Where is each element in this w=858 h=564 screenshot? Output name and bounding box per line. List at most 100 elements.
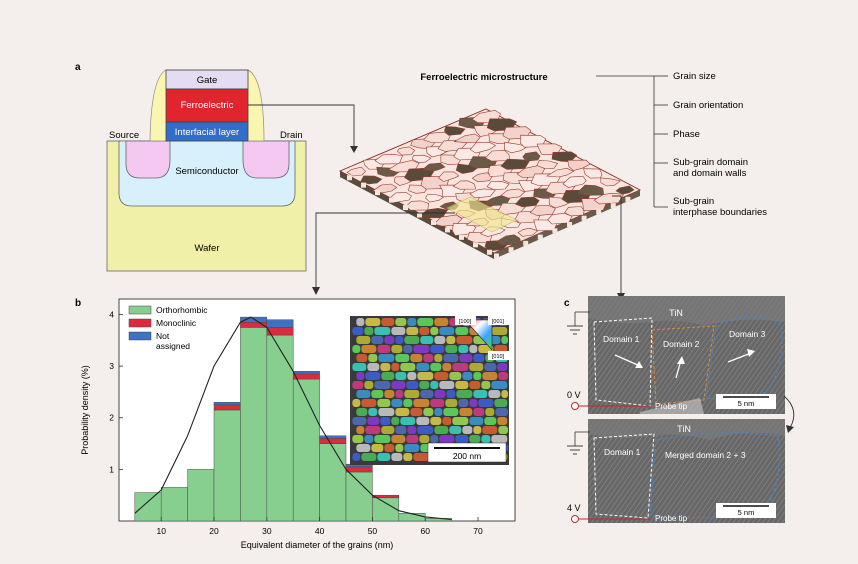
ebsd-grain (430, 399, 445, 407)
polarization-arrow-3 (727, 352, 752, 363)
ebsd-grain (413, 345, 430, 353)
y-tick-label: 3 (109, 361, 114, 371)
ebsd-grain (488, 390, 501, 398)
ebsd-grain (469, 381, 481, 389)
ebsd-grain (371, 444, 384, 452)
ebsd-grain (367, 363, 380, 371)
microstructure-slab (338, 108, 642, 259)
edge-grain (567, 222, 572, 227)
ebsd-grain (458, 345, 469, 353)
ebsd-grain (391, 381, 406, 389)
grain-network (346, 109, 635, 259)
edge-grain (347, 175, 352, 181)
edge-grain (417, 212, 422, 218)
legend-swatch (128, 318, 152, 328)
bar-monoclinic (213, 404, 241, 411)
arrow-head (677, 356, 685, 364)
y-axis-label: Probability density (%) (80, 365, 90, 455)
grain (425, 194, 445, 203)
edge-grain (403, 205, 408, 211)
merged-domain-boundary (649, 432, 780, 519)
bottom-scalebar-label: 5 nm (738, 508, 755, 517)
ebsd-grain (413, 399, 430, 407)
axis-label-010: [010] (492, 354, 505, 360)
bar-orthorhombic (319, 443, 347, 522)
edge-grain (361, 182, 366, 188)
ebsd-grain (469, 345, 478, 353)
ebsd-grain (446, 390, 456, 398)
ebsd-grain (407, 372, 417, 380)
ebsd-grain (439, 327, 455, 335)
edge-grain (473, 242, 478, 248)
ferroelectric-layer (165, 88, 249, 123)
grain (421, 162, 446, 172)
ebsd-grain (452, 363, 469, 371)
ebsd-grain (430, 363, 442, 371)
ebsd-grain (420, 336, 434, 344)
ebsd-grain (403, 453, 413, 461)
grain (517, 227, 539, 237)
grain (514, 196, 540, 208)
ebsd-grain (356, 318, 365, 326)
property-interphase-line2: interphase boundaries (673, 207, 767, 218)
ebsd-grain (419, 381, 430, 389)
ebsd-grain (473, 372, 482, 380)
domain-3-label: Domain 3 (729, 329, 766, 339)
ebsd-grain (443, 408, 459, 416)
ebsd-grain (416, 417, 430, 425)
ebsd-grain (416, 363, 430, 371)
ebsd-grain (352, 327, 364, 335)
ebsd-grain (455, 327, 469, 335)
ebsd-grain (473, 426, 482, 434)
ebsd-grain (491, 381, 508, 389)
ebsd-grain (352, 381, 364, 389)
ebsd-grain (430, 381, 439, 389)
polarization-arrow-1 (614, 354, 641, 367)
chart-legend: Orthorhombic Monoclinic Not assigned (128, 305, 208, 351)
ebsd-grain (356, 408, 368, 416)
ebsd-grain (417, 318, 434, 326)
bar-orthorhombic (240, 327, 268, 522)
ebsd-grain (371, 336, 384, 344)
tin-label-bottom: TiN (677, 424, 691, 434)
ebsd-grain (456, 390, 473, 398)
domain-2-boundary (651, 325, 715, 405)
grain (444, 126, 466, 136)
ebsd-grain (356, 426, 365, 434)
edge-grain (445, 227, 450, 233)
ebsd-grain (374, 327, 391, 335)
property-domain-walls-line2: and domain walls (673, 168, 747, 179)
semiconductor-label: Semiconductor (175, 166, 238, 177)
ebsd-grain (459, 354, 473, 362)
gate-label: Gate (197, 75, 218, 86)
ebsd-grain (364, 435, 374, 443)
arrow-to-microstructure (248, 104, 355, 150)
ebsd-grain (458, 399, 469, 407)
ebsd-grain (481, 381, 491, 389)
ebsd-grain (469, 363, 484, 371)
ebsd-grain (434, 390, 446, 398)
ebsd-grain (430, 417, 442, 425)
ebsd-grain (368, 354, 378, 362)
voltage-label-bottom: 4 V (567, 503, 581, 513)
ebsd-grain (423, 408, 434, 416)
circuit-top: 0 V Probe tip (567, 311, 688, 411)
bar-orthorhombic (345, 471, 373, 522)
ebsd-grain (434, 318, 449, 326)
grain (360, 175, 383, 185)
ebsd-grain (501, 390, 508, 398)
grain (469, 188, 497, 199)
microstructure-title: Ferroelectric microstructure (420, 72, 547, 83)
bar-orthorhombic (187, 469, 215, 522)
grain (536, 160, 559, 169)
bar-monoclinic (372, 494, 400, 499)
ebsd-grain (417, 426, 434, 434)
ebsd-grain (371, 390, 384, 398)
tin-layer-bottom (588, 419, 785, 440)
bar-monoclinic (319, 438, 347, 444)
ebsd-grain (374, 435, 391, 443)
arrow-head (350, 146, 358, 153)
legend-label: Monoclinic (156, 318, 197, 328)
transition-arrow (783, 395, 795, 429)
